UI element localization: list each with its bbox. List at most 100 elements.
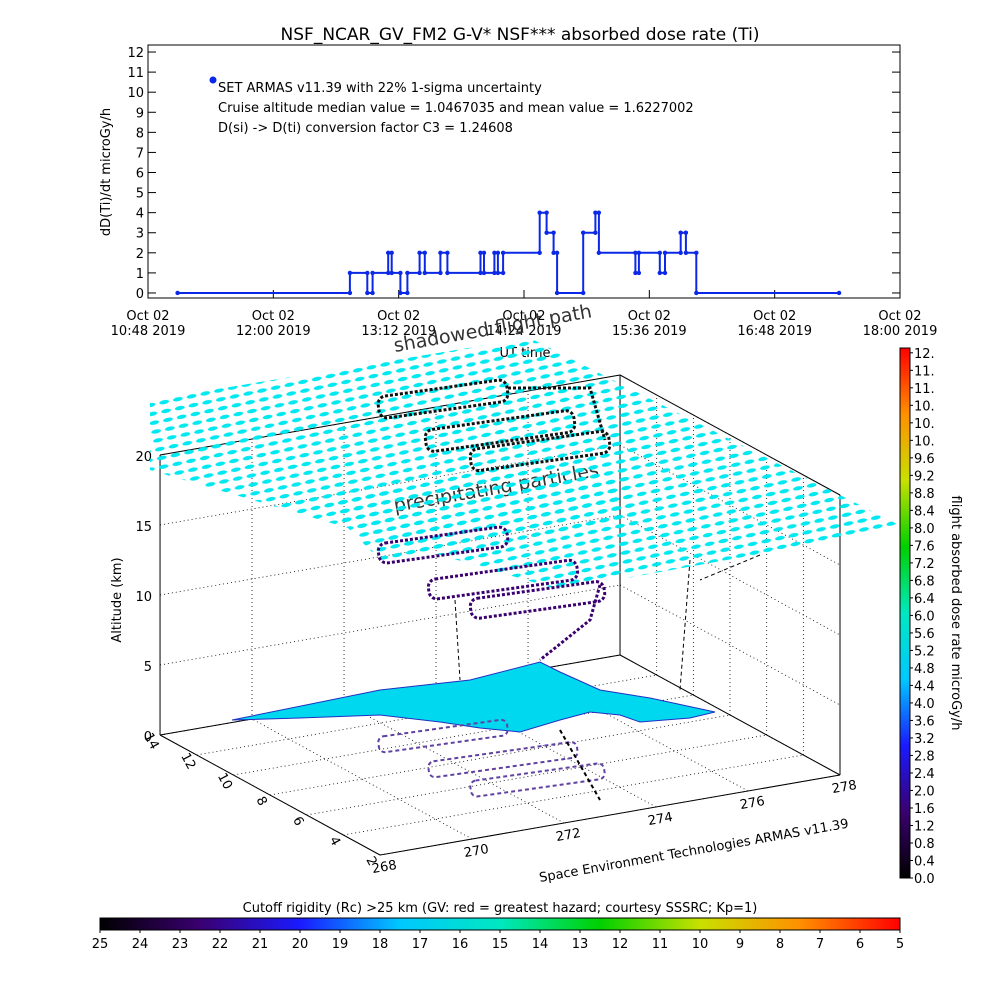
data-point [596,250,602,256]
y-axis-label: dD(Ti)/dt microGy/h [99,108,114,236]
x-tick-label: 15:36 2019 [612,324,687,339]
data-point [478,270,483,276]
colorbar-tick-label: 5.2 [914,644,935,659]
data-point [554,250,560,256]
data-point [365,270,370,276]
y-tick-label: 1 [136,267,144,282]
data-point [662,250,668,256]
data-point [365,290,370,296]
colorbar-tick-label: 8.0 [914,522,935,537]
colorbar-tick-label: 3.2 [914,732,935,747]
data-point [683,250,689,256]
x-tick-label: 268 [371,858,398,877]
data-point [398,270,403,276]
data-point [537,250,542,256]
data-point [445,250,450,256]
colorbar-tick-label: 18 [372,937,389,952]
colorbar-tick-label: 5.6 [914,627,935,642]
data-point [386,270,391,276]
data-point [678,250,683,256]
colorbar-tick-label: 6.4 [914,592,935,607]
data-point [551,230,556,235]
colorbar-tick-label: 9.6 [914,452,935,467]
data-point [580,230,586,235]
colorbar-tick-label: 13 [572,937,589,952]
y-tick-label: 3 [136,227,144,242]
data-point [678,230,683,235]
legend-marker [209,76,217,84]
colorbar-tick-label: 14 [532,937,549,952]
annotation: Cruise altitude median value = 1.0467035… [218,101,694,116]
colorbar-tick-label: 6.0 [914,609,935,624]
colorbar-tick-label: 10. [914,417,935,432]
data-point [544,210,549,215]
colorbar-label: Cutoff rigidity (Rc) >25 km (GV: red = g… [243,901,758,916]
colorbar-tick-label: 10. [914,434,935,449]
y-tick-label: 0 [136,287,144,302]
annotation: SET ARMAS v11.39 with 22% 1-sigma uncert… [218,81,542,96]
colorbar-tick-label: 17 [412,937,429,952]
land-map [231,661,716,733]
data-point [537,210,542,215]
shadow-path [377,718,606,801]
colorbar-tick-label: 21 [252,937,269,952]
data-point [657,270,662,276]
x-tick-label: Oct 02 [628,309,671,324]
y-tick-label: 12 [127,46,144,61]
data-point [370,290,375,296]
data-point [593,210,598,215]
x-tick-label: Oct 02 [502,309,545,324]
data-point [445,270,450,276]
data-point [398,290,403,296]
colorbar-tick-label: 4.0 [914,697,935,712]
colorbar-tick-label: 12 [612,937,629,952]
colorbar-tick-label: 20 [292,937,309,952]
data-point [593,230,598,235]
chart-title: NSF_NCAR_GV_FM2 G-V* NSF*** absorbed dos… [281,25,760,45]
data-point [370,270,375,276]
data-point [683,230,689,235]
data-point [417,270,422,276]
x-tick-label: Oct 02 [126,309,169,324]
y-tick-label: 9 [136,106,144,121]
y-tick-label: 10 [214,771,235,793]
colorbar-tick-label: 6 [856,937,864,952]
data-point [492,270,497,276]
colorbar-tick-label: 9 [736,937,744,952]
colorbar-tick-label: 1.2 [914,819,935,834]
z-axis-label: Altitude (km) [110,557,125,642]
grid-line [619,584,841,706]
data-point [544,230,549,235]
data-point [347,290,353,296]
data-point [492,250,497,256]
data-point [422,250,427,256]
colorbar-tick-label: 11 [652,937,669,952]
y-tick-label: 5 [136,187,144,202]
data-point [596,210,602,215]
x-tick-label: 270 [463,842,490,861]
data-point [580,290,586,296]
colorbar-tick-label: 2.4 [914,767,935,782]
data-point [481,270,487,276]
x-tick-label: 276 [739,794,766,813]
colorbar-tick-label: 5 [896,937,904,952]
colorbar-tick-label: 8.8 [914,487,935,502]
colorbar-tick-label: 7 [816,937,824,952]
y-tick-label: 10 [127,86,144,101]
z-tick-label: 10 [135,590,152,605]
colorbar-tick-label: 19 [332,937,349,952]
data-point [633,270,638,276]
data-point [405,290,410,296]
colorbar-tick-label: 11. [914,382,935,397]
data-point [636,270,642,276]
colorbar-tick-label: 10 [692,937,709,952]
y-tick-label: 8 [253,794,270,808]
x-tick-label: 272 [555,826,582,845]
colorbar-tick-label: 3.6 [914,714,935,729]
annotation: D(si) -> D(ti) conversion factor C3 = 1.… [218,121,513,136]
grid-line [619,374,841,496]
colorbar-tick-label: 7.6 [914,539,935,554]
data-point [417,250,422,256]
z-tick-label: 15 [135,520,152,535]
data-point [422,270,427,276]
